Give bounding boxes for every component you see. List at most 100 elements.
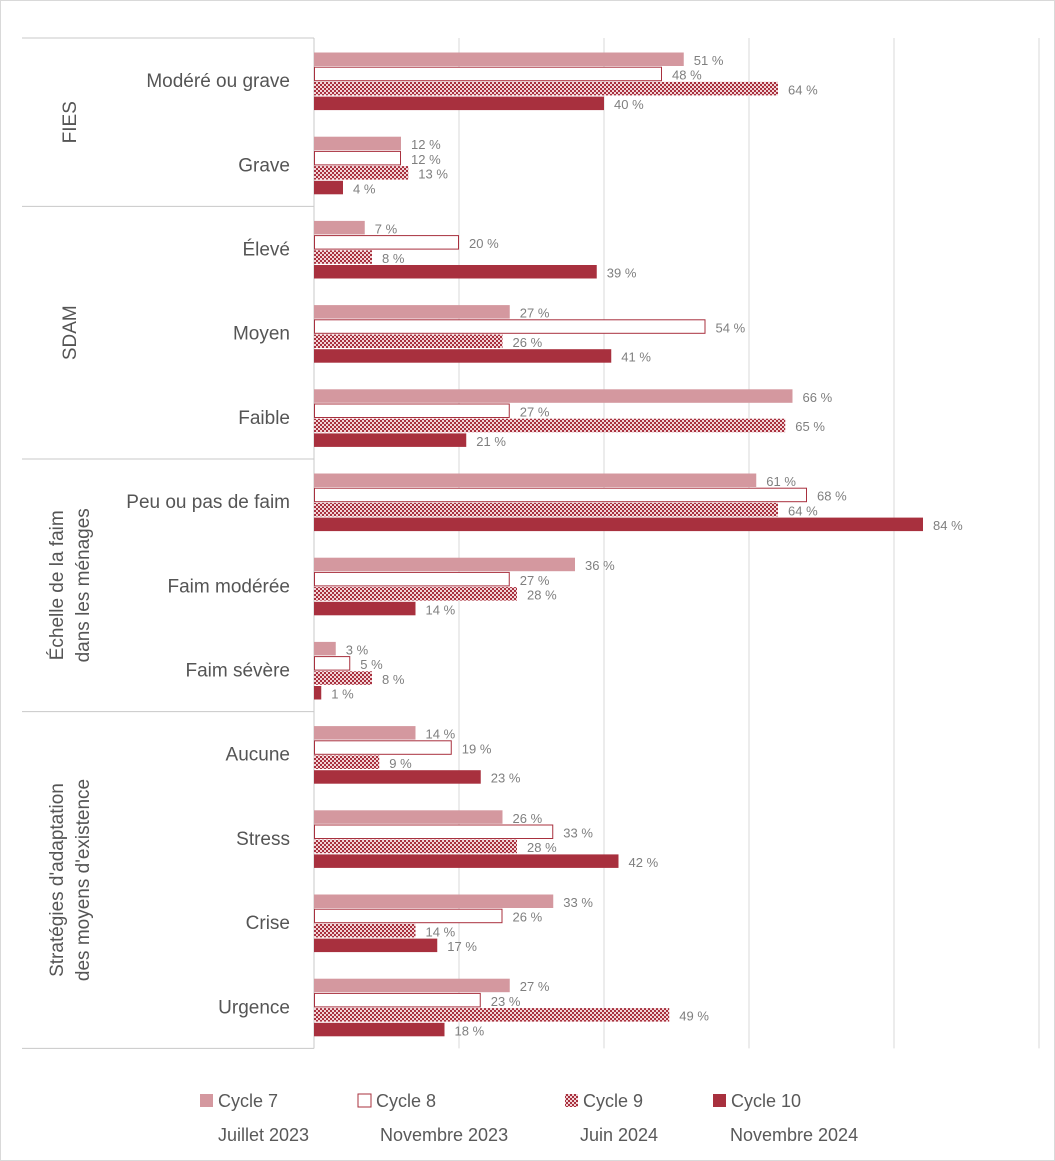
value-label: 18 % (455, 1023, 485, 1038)
value-labels: 51 %48 %64 %40 %12 %12 %13 %4 %7 %20 %8 … (331, 53, 963, 1038)
bar-cycle-9 (314, 166, 409, 180)
group-label: des moyens d'existence (73, 779, 94, 981)
legend-label: Cycle 8 (376, 1091, 436, 1111)
value-label: 12 % (411, 152, 441, 167)
bar-cycle-8 (314, 487, 807, 503)
value-label: 23 % (491, 994, 521, 1009)
category-label: Faim sévère (185, 661, 290, 682)
legend-sublabel: Novembre 2024 (730, 1125, 858, 1145)
bar-cycle-9 (314, 839, 517, 854)
value-label: 1 % (331, 687, 354, 702)
bar-cycle-8 (314, 824, 554, 839)
bar-cycle-9 (314, 671, 372, 685)
value-label: 7 % (375, 221, 398, 236)
bar-cycle-9 (314, 1008, 670, 1022)
bar-cycle-8 (314, 235, 459, 250)
value-label: 14 % (426, 727, 456, 742)
bar-cycle-7 (314, 641, 336, 656)
legend-label: Cycle 9 (583, 1091, 643, 1111)
value-label: 54 % (716, 320, 746, 335)
value-label: 13 % (418, 167, 448, 182)
category-frame (22, 37, 315, 1049)
bar-cycle-9 (314, 250, 372, 264)
value-label: 12 % (411, 137, 441, 152)
legend-swatch (713, 1094, 726, 1107)
bar-cycle-9 (314, 587, 517, 601)
value-label: 8 % (382, 251, 405, 266)
bar-cycle-8 (314, 403, 510, 418)
value-label: 27 % (520, 405, 550, 420)
bar-cycle-9 (314, 334, 503, 348)
bar-cycle-10 (314, 686, 322, 700)
value-label: 19 % (462, 741, 492, 756)
bar-cycle-7 (314, 473, 757, 487)
bar-cycle-9 (314, 755, 380, 769)
value-label: 64 % (788, 503, 818, 518)
value-label: 65 % (795, 419, 825, 434)
bar-cycle-10 (314, 517, 923, 532)
bar-cycle-10 (314, 854, 619, 868)
legend: Cycle 7 Juillet 2023 Cycle 8 Novembre 2023 C… (200, 1091, 858, 1145)
category-label: Peu ou pas de faim (126, 492, 290, 513)
bar-cycle-10 (314, 601, 416, 616)
category-label: Élevé (242, 240, 290, 261)
group-label: Échelle de la faim (47, 510, 68, 660)
legend-label: Cycle 10 (731, 1091, 801, 1111)
value-label: 14 % (426, 924, 456, 939)
category-label: Moyen (233, 324, 290, 345)
value-label: 41 % (621, 350, 651, 365)
bar-cycle-9 (314, 502, 778, 517)
category-label: Modéré ou grave (146, 71, 290, 92)
value-label: 23 % (491, 771, 521, 786)
bar-cycle-7 (314, 305, 510, 319)
bar-cycle-7 (314, 726, 416, 740)
value-label: 20 % (469, 236, 499, 251)
value-label: 28 % (527, 840, 557, 855)
value-label: 40 % (614, 97, 644, 112)
value-label: 68 % (817, 489, 847, 504)
group-label: dans les ménages (73, 508, 94, 662)
value-label: 26 % (513, 335, 543, 350)
bar-cycle-8 (314, 66, 662, 82)
bar-cycle-7 (314, 220, 365, 235)
value-label: 48 % (672, 68, 702, 83)
value-label: 26 % (513, 811, 543, 826)
bar-cycle-8 (314, 992, 481, 1008)
bar-cycle-9 (314, 81, 778, 96)
group-label: Stratégies d'adaptation (47, 783, 68, 977)
bar-cycle-7 (314, 894, 554, 908)
value-label: 64 % (788, 82, 818, 97)
bar-cycle-8 (314, 571, 510, 587)
bar-cycle-7 (314, 557, 575, 572)
legend-swatch (565, 1094, 578, 1107)
value-label: 26 % (513, 910, 543, 925)
bar-cycle-10 (314, 938, 438, 953)
value-label: 5 % (360, 657, 383, 672)
bar-cycle-7 (314, 389, 793, 403)
value-label: 28 % (527, 588, 557, 603)
bars (314, 52, 923, 1037)
legend-swatch (200, 1094, 213, 1107)
legend-sublabel: Juin 2024 (580, 1125, 658, 1145)
legend-sublabel: Juillet 2023 (218, 1125, 309, 1145)
bar-cycle-10 (314, 770, 481, 784)
value-label: 4 % (353, 181, 376, 196)
value-label: 27 % (520, 573, 550, 588)
category-label: Aucune (226, 745, 290, 766)
bar-cycle-7 (314, 978, 510, 993)
bar-cycle-8 (314, 740, 452, 755)
value-label: 14 % (426, 602, 456, 617)
value-label: 33 % (563, 895, 593, 910)
value-label: 39 % (607, 266, 637, 281)
category-label: Stress (236, 829, 290, 850)
bar-cycle-10 (314, 349, 612, 363)
bar-cycle-8 (314, 656, 351, 671)
category-label: Urgence (218, 997, 290, 1018)
bar-cycle-7 (314, 52, 684, 66)
category-label: Faible (238, 408, 290, 429)
bar-cycle-9 (314, 418, 786, 433)
category-label: Crise (246, 913, 290, 934)
value-label: 3 % (346, 642, 369, 657)
legend-sublabel: Novembre 2023 (380, 1125, 508, 1145)
